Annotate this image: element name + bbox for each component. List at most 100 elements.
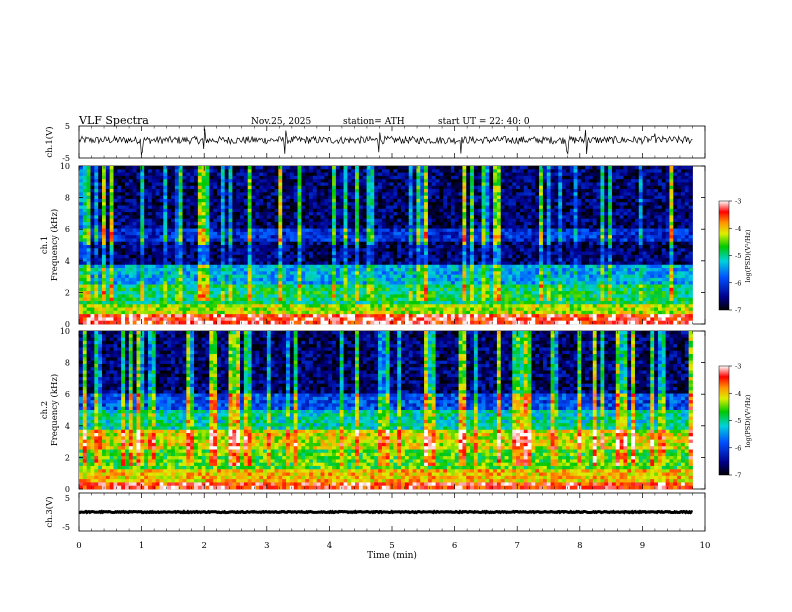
- spectrogram-cell: [243, 208, 249, 213]
- spectrogram-cell: [255, 195, 260, 200]
- spectrogram-cell: [381, 314, 387, 318]
- spectrogram-cell: [171, 231, 176, 236]
- spectrogram-cell: [358, 261, 364, 266]
- spectrogram-cell: [240, 195, 245, 200]
- spectrogram-cell: [366, 310, 371, 315]
- spectrogram-cell: [447, 300, 452, 305]
- spectrogram-cell: [220, 166, 226, 170]
- spectrogram-cell: [435, 304, 440, 308]
- spectrogram-cell: [370, 172, 375, 177]
- spectrogram-cell: [102, 202, 107, 206]
- spectrogram-cell: [266, 225, 272, 229]
- spectrogram-cell: [339, 268, 344, 272]
- spectrogram-cell: [286, 212, 291, 216]
- spectrogram-cell: [105, 287, 111, 292]
- spectrogram-cell: [343, 251, 348, 256]
- spectrogram-cell: [324, 291, 329, 295]
- spectrogram-cell: [98, 297, 103, 302]
- spectrogram-cell: [243, 205, 249, 210]
- spectrogram-cell: [113, 166, 118, 170]
- spectrogram-cell: [316, 264, 321, 269]
- spectrogram-cell: [309, 277, 314, 282]
- spectrogram-cell: [381, 166, 387, 170]
- spectrogram-cell: [332, 175, 337, 180]
- spectrogram-cell: [420, 202, 425, 206]
- spectrogram-cell: [431, 175, 436, 180]
- spectrogram-cell: [454, 300, 459, 305]
- spectrogram-cell: [171, 215, 176, 220]
- spectrogram-cell: [289, 175, 295, 180]
- spectrogram-cell: [462, 274, 467, 279]
- spectrogram-cell: [320, 314, 325, 318]
- spectrogram-cell: [102, 251, 107, 256]
- spectrogram-cell: [427, 238, 433, 243]
- spectrogram-cell: [105, 208, 111, 213]
- spectrogram-cell: [393, 320, 398, 325]
- spectrogram-cell: [393, 235, 398, 239]
- spectrogram-cell: [397, 287, 402, 292]
- spectrogram-cell: [378, 182, 383, 187]
- spectrogram-cell: [351, 215, 356, 220]
- spectrogram-cell: [385, 205, 390, 210]
- spectrogram-cell: [190, 264, 195, 269]
- spectrogram-cell: [232, 300, 237, 305]
- spectrogram-cell: [90, 189, 95, 193]
- spectrogram-cell: [454, 195, 459, 200]
- spectrogram-cell: [236, 294, 241, 299]
- spectrogram-cell: [462, 169, 467, 173]
- spectrogram-cell: [240, 251, 245, 256]
- spectrogram-cell: [90, 274, 95, 279]
- spectrogram-cell: [117, 261, 122, 266]
- spectrogram-cell: [374, 320, 379, 325]
- spectrogram-cell: [259, 287, 264, 292]
- spectrogram-cell: [132, 175, 137, 180]
- spectrogram-cell: [470, 175, 475, 180]
- spectrogram-cell: [220, 245, 226, 249]
- spectrogram-cell: [293, 254, 298, 259]
- spectrogram-cell: [247, 221, 252, 226]
- spectrogram-cell: [136, 320, 141, 325]
- spectrogram-cell: [128, 182, 134, 187]
- spectrogram-cell: [439, 208, 444, 213]
- spectrogram-cell: [343, 294, 348, 299]
- spectrogram-cell: [443, 307, 448, 312]
- spectrogram-cell: [286, 195, 291, 200]
- spectrogram-cell: [171, 281, 176, 285]
- spectrogram-cell: [186, 314, 191, 318]
- spectrogram-cell: [362, 291, 367, 295]
- spectrogram-cell: [155, 215, 160, 220]
- spectrogram-cell: [347, 304, 352, 308]
- spectrogram-cell: [125, 228, 130, 233]
- spectrogram-cell: [401, 300, 406, 305]
- spectrogram-cell: [151, 198, 157, 203]
- spectrogram-cell: [324, 307, 329, 312]
- spectrogram-cell: [389, 172, 394, 177]
- spectrogram-cell: [401, 221, 406, 226]
- spectrogram-cell: [473, 287, 479, 292]
- spectrogram-cell: [450, 271, 456, 276]
- spectrogram-cell: [293, 169, 298, 173]
- spectrogram-cell: [144, 238, 149, 243]
- spectrogram-cell: [362, 198, 367, 203]
- spectrogram-cell: [420, 212, 425, 216]
- spectrogram-cell: [374, 221, 379, 226]
- spectrogram-cell: [416, 166, 421, 170]
- spectrogram-cell: [447, 284, 452, 289]
- spectrogram-cell: [163, 245, 168, 249]
- spectrogram-cell: [144, 221, 149, 226]
- spectrogram-cell: [297, 231, 302, 236]
- spectrogram-cell: [462, 277, 467, 282]
- spectrogram-cell: [236, 169, 241, 173]
- spectrogram-cell: [450, 268, 456, 272]
- spectrogram-cell: [427, 314, 433, 318]
- spectrogram-cell: [194, 182, 199, 187]
- spectrogram-cell: [113, 215, 118, 220]
- spectrogram-cell: [205, 198, 210, 203]
- spectrogram-cell: [186, 297, 191, 302]
- spectrogram-cell: [205, 202, 210, 206]
- spectrogram-cell: [309, 271, 314, 276]
- spectrogram-cell: [236, 231, 241, 236]
- spectrogram-cell: [167, 307, 172, 312]
- spectrogram-cell: [355, 221, 360, 226]
- spectrogram-cell: [328, 307, 333, 312]
